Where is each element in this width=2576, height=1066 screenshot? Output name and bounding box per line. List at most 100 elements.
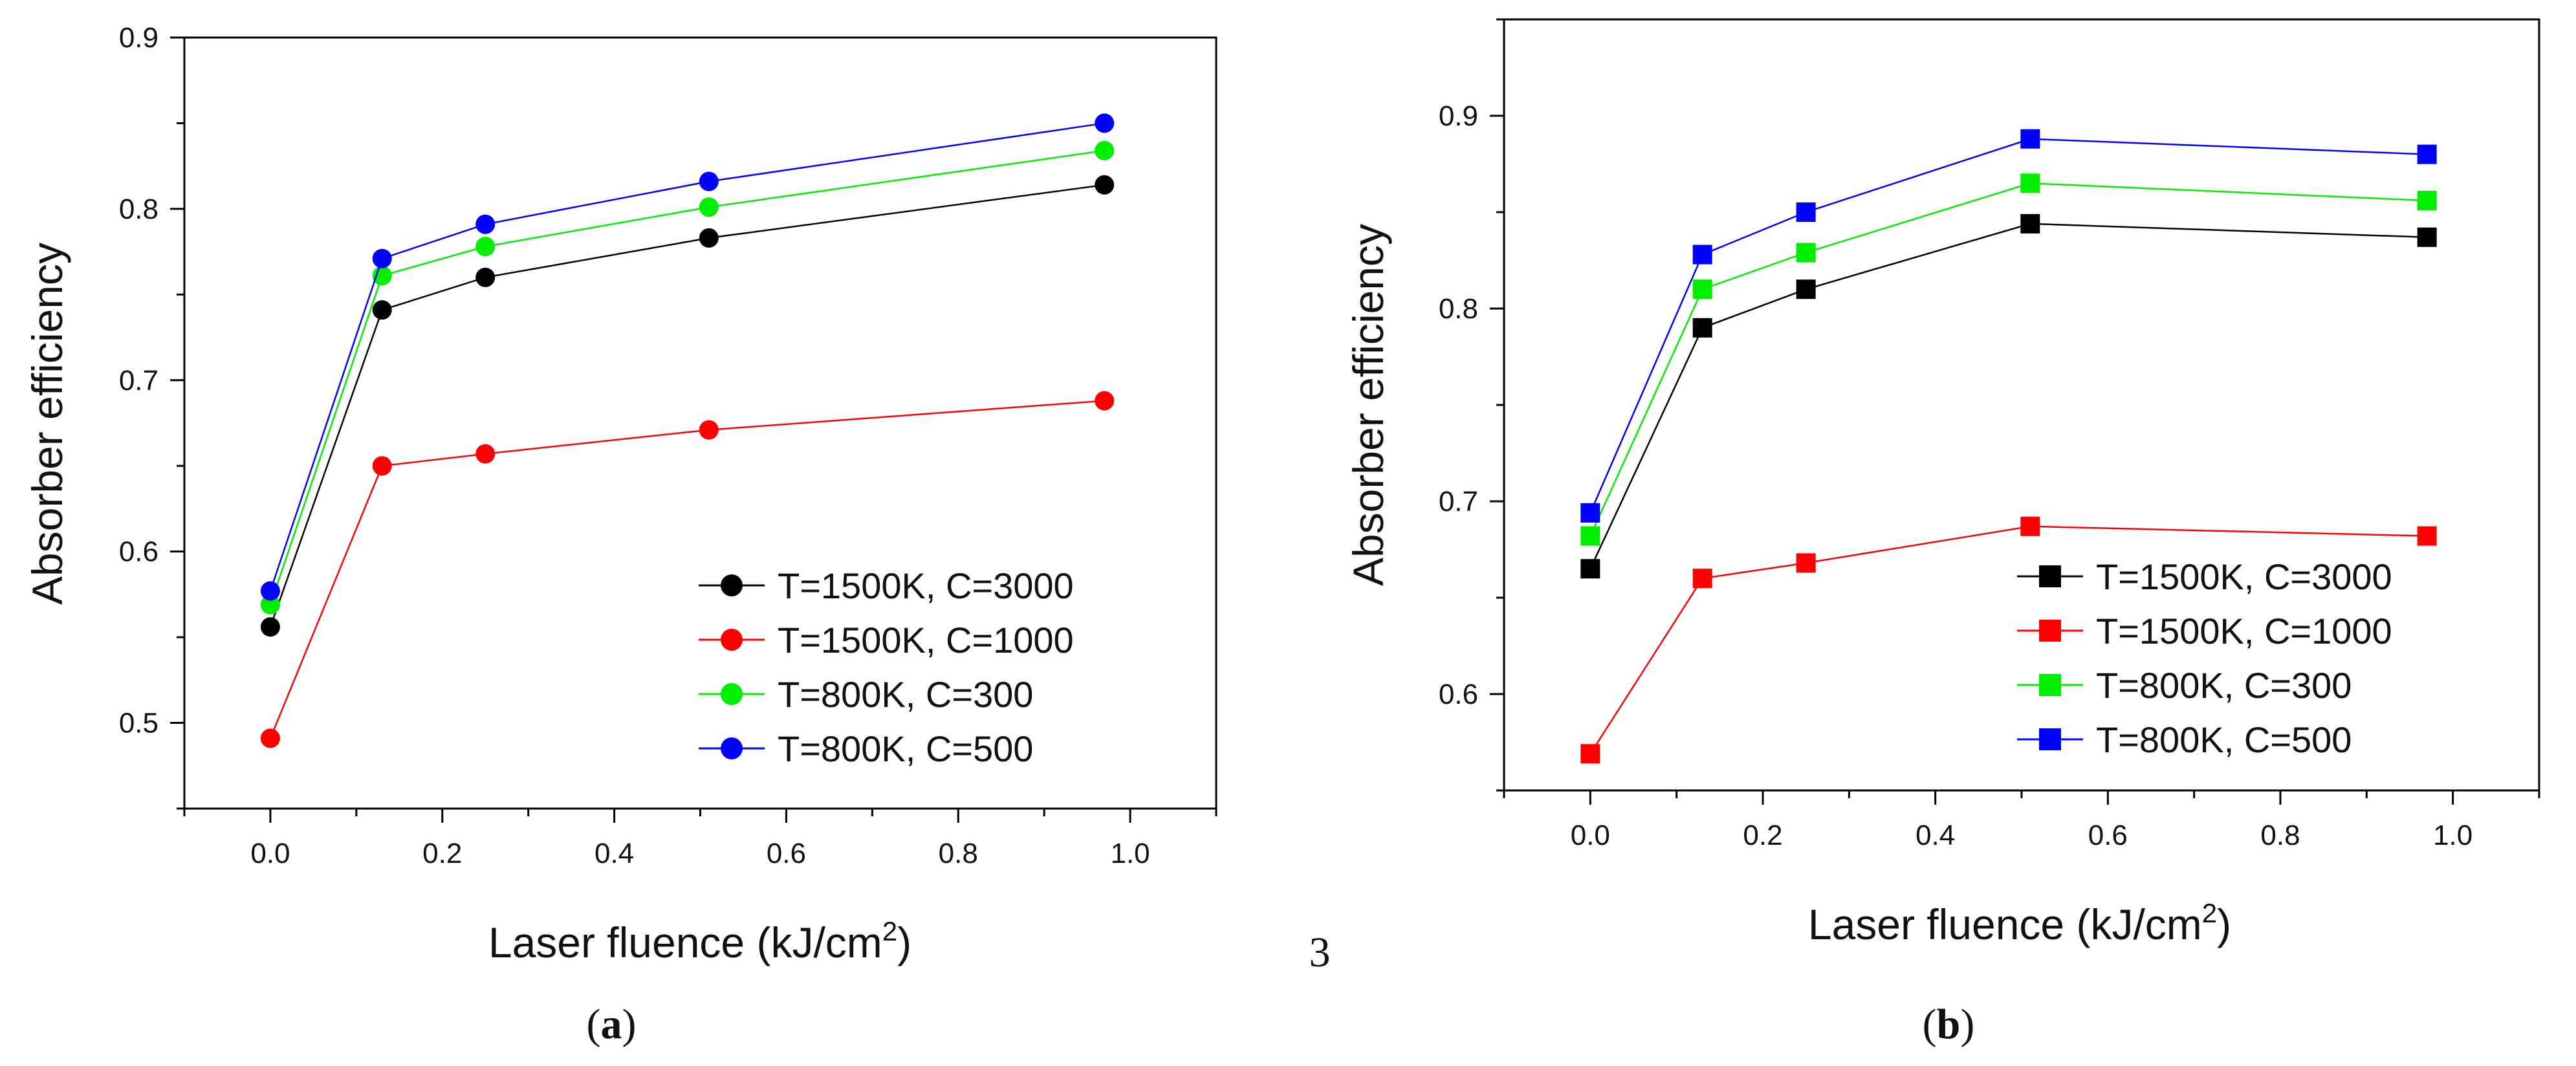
- data-point: [699, 228, 719, 248]
- data-point: [475, 267, 496, 287]
- x-tick-label: 0.8: [2260, 820, 2300, 851]
- data-point: [2417, 227, 2437, 247]
- legend-label: T=800K, C=300: [778, 674, 1033, 715]
- data-point: [1580, 559, 1600, 579]
- y-axis-title: Absorber efficiency: [1344, 224, 1392, 586]
- legend-label: T=800K, C=500: [778, 728, 1033, 769]
- x-tick-label: 0.6: [2088, 820, 2128, 851]
- data-point: [1095, 391, 1115, 411]
- x-tick-label: 0.2: [1743, 820, 1782, 851]
- data-point: [699, 420, 719, 440]
- data-point: [372, 456, 392, 476]
- data-point: [1796, 553, 1816, 573]
- series-line: [269, 149, 1105, 605]
- data-point: [372, 266, 392, 286]
- x-tick-label: 0.0: [250, 838, 290, 869]
- data-point: [699, 171, 719, 191]
- data-point: [2020, 129, 2040, 149]
- x-axis-title-main: Laser fluence (kJ/cm: [488, 919, 882, 966]
- data-point: [1580, 503, 1600, 523]
- legend-marker: [721, 629, 743, 651]
- data-point: [1580, 526, 1600, 546]
- caption-close: ): [622, 1001, 637, 1048]
- series-line: [1589, 182, 2427, 537]
- x-tick-label: 1.0: [1110, 838, 1150, 869]
- y-tick-label: 0.6: [119, 536, 158, 568]
- x-tick-label: 0.0: [1571, 820, 1610, 851]
- series-line: [269, 122, 1105, 591]
- data-point: [699, 197, 719, 217]
- y-tick-label: 0.7: [1439, 486, 1478, 517]
- caption-letter: a: [601, 1001, 622, 1048]
- data-point: [2020, 213, 2040, 234]
- data-point: [475, 237, 496, 257]
- data-point: [260, 728, 280, 748]
- data-point: [475, 444, 496, 464]
- legend-label: T=1500K, C=3000: [2096, 556, 2392, 597]
- y-tick-label: 0.9: [119, 22, 158, 54]
- series-line: [1589, 223, 2427, 569]
- data-point: [1692, 279, 1712, 299]
- legend-label: T=1500K, C=1000: [2096, 611, 2392, 651]
- data-point: [1095, 113, 1115, 133]
- caption-close: ): [1960, 1001, 1974, 1048]
- legend-marker: [721, 574, 743, 596]
- y-tick-label: 0.5: [119, 708, 158, 739]
- series-2: [1580, 173, 2437, 546]
- series-0: [260, 175, 1115, 637]
- data-point: [1796, 243, 1816, 263]
- x-tick-label: 0.4: [1916, 820, 1955, 851]
- chart-panel-b: 0.0 0.2 0.4 0.6 0.8 1.0 0.6 0.7 0.8 0.9 Laser flue…: [1344, 18, 2540, 1048]
- data-point: [1095, 175, 1115, 195]
- legend-marker: [2039, 565, 2061, 587]
- data-point: [260, 581, 280, 601]
- plot-frame: [183, 36, 1217, 810]
- data-point: [1580, 744, 1600, 764]
- series-2: [260, 140, 1115, 615]
- x-axis-title-superscript: 2: [2202, 898, 2217, 928]
- data-point: [1796, 202, 1816, 222]
- data-point: [2020, 516, 2040, 536]
- series-0: [1580, 213, 2437, 579]
- x-tick-label: 0.4: [595, 838, 634, 869]
- x-tick-label: 1.0: [2433, 820, 2472, 851]
- series-1: [260, 391, 1115, 748]
- y-tick-label: 0.6: [1439, 679, 1478, 710]
- data-point: [372, 300, 392, 320]
- data-point: [260, 617, 280, 637]
- x-tick-label: 0.2: [422, 838, 462, 869]
- x-tick-label: 0.6: [767, 838, 806, 869]
- x-axis-title: Laser fluence (kJ/cm2): [488, 916, 911, 966]
- data-point: [372, 248, 392, 268]
- y-tick-label: 0.8: [119, 193, 158, 225]
- legend: T=1500K, C=3000 T=1500K, C=1000 T=800K, C=…: [699, 565, 1074, 769]
- data-point: [2417, 144, 2437, 164]
- y-tick-label: 0.9: [1439, 100, 1478, 132]
- caption-open: (: [587, 1001, 601, 1048]
- data-point: [475, 214, 496, 234]
- x-tick-label: 0.8: [939, 838, 978, 869]
- data-point: [1692, 318, 1712, 338]
- series-line: [269, 184, 1105, 627]
- data-point: [2417, 526, 2437, 546]
- legend-label: T=1500K, C=3000: [778, 565, 1074, 606]
- legend-label: T=800K, C=300: [2096, 665, 2352, 706]
- legend-label: T=800K, C=500: [2096, 719, 2352, 760]
- y-tick-label: 0.7: [119, 365, 158, 397]
- chart-panel-a: 0.0 0.2 0.4 0.6 0.8 1.0 0.5 0.6 0.7 0.8 0.9 Laser f…: [23, 22, 1217, 1048]
- y-axis-title: Absorber efficiency: [23, 243, 71, 605]
- legend-marker: [2039, 674, 2061, 696]
- series-1: [1580, 516, 2437, 764]
- y-tick-label: 0.8: [1439, 293, 1478, 325]
- legend-marker: [721, 683, 743, 705]
- legend-marker: [2039, 728, 2061, 750]
- x-axis-title-close: ): [2217, 900, 2231, 948]
- x-axis-title-close: ): [897, 919, 911, 966]
- data-point: [1692, 569, 1712, 589]
- panel-caption: (a): [587, 1001, 637, 1048]
- legend-label: T=1500K, C=1000: [778, 620, 1074, 660]
- legend: T=1500K, C=3000 T=1500K, C=1000 T=800K, C=…: [2017, 556, 2392, 760]
- stray-page-number: 3: [1309, 929, 1331, 976]
- data-point: [1095, 140, 1115, 160]
